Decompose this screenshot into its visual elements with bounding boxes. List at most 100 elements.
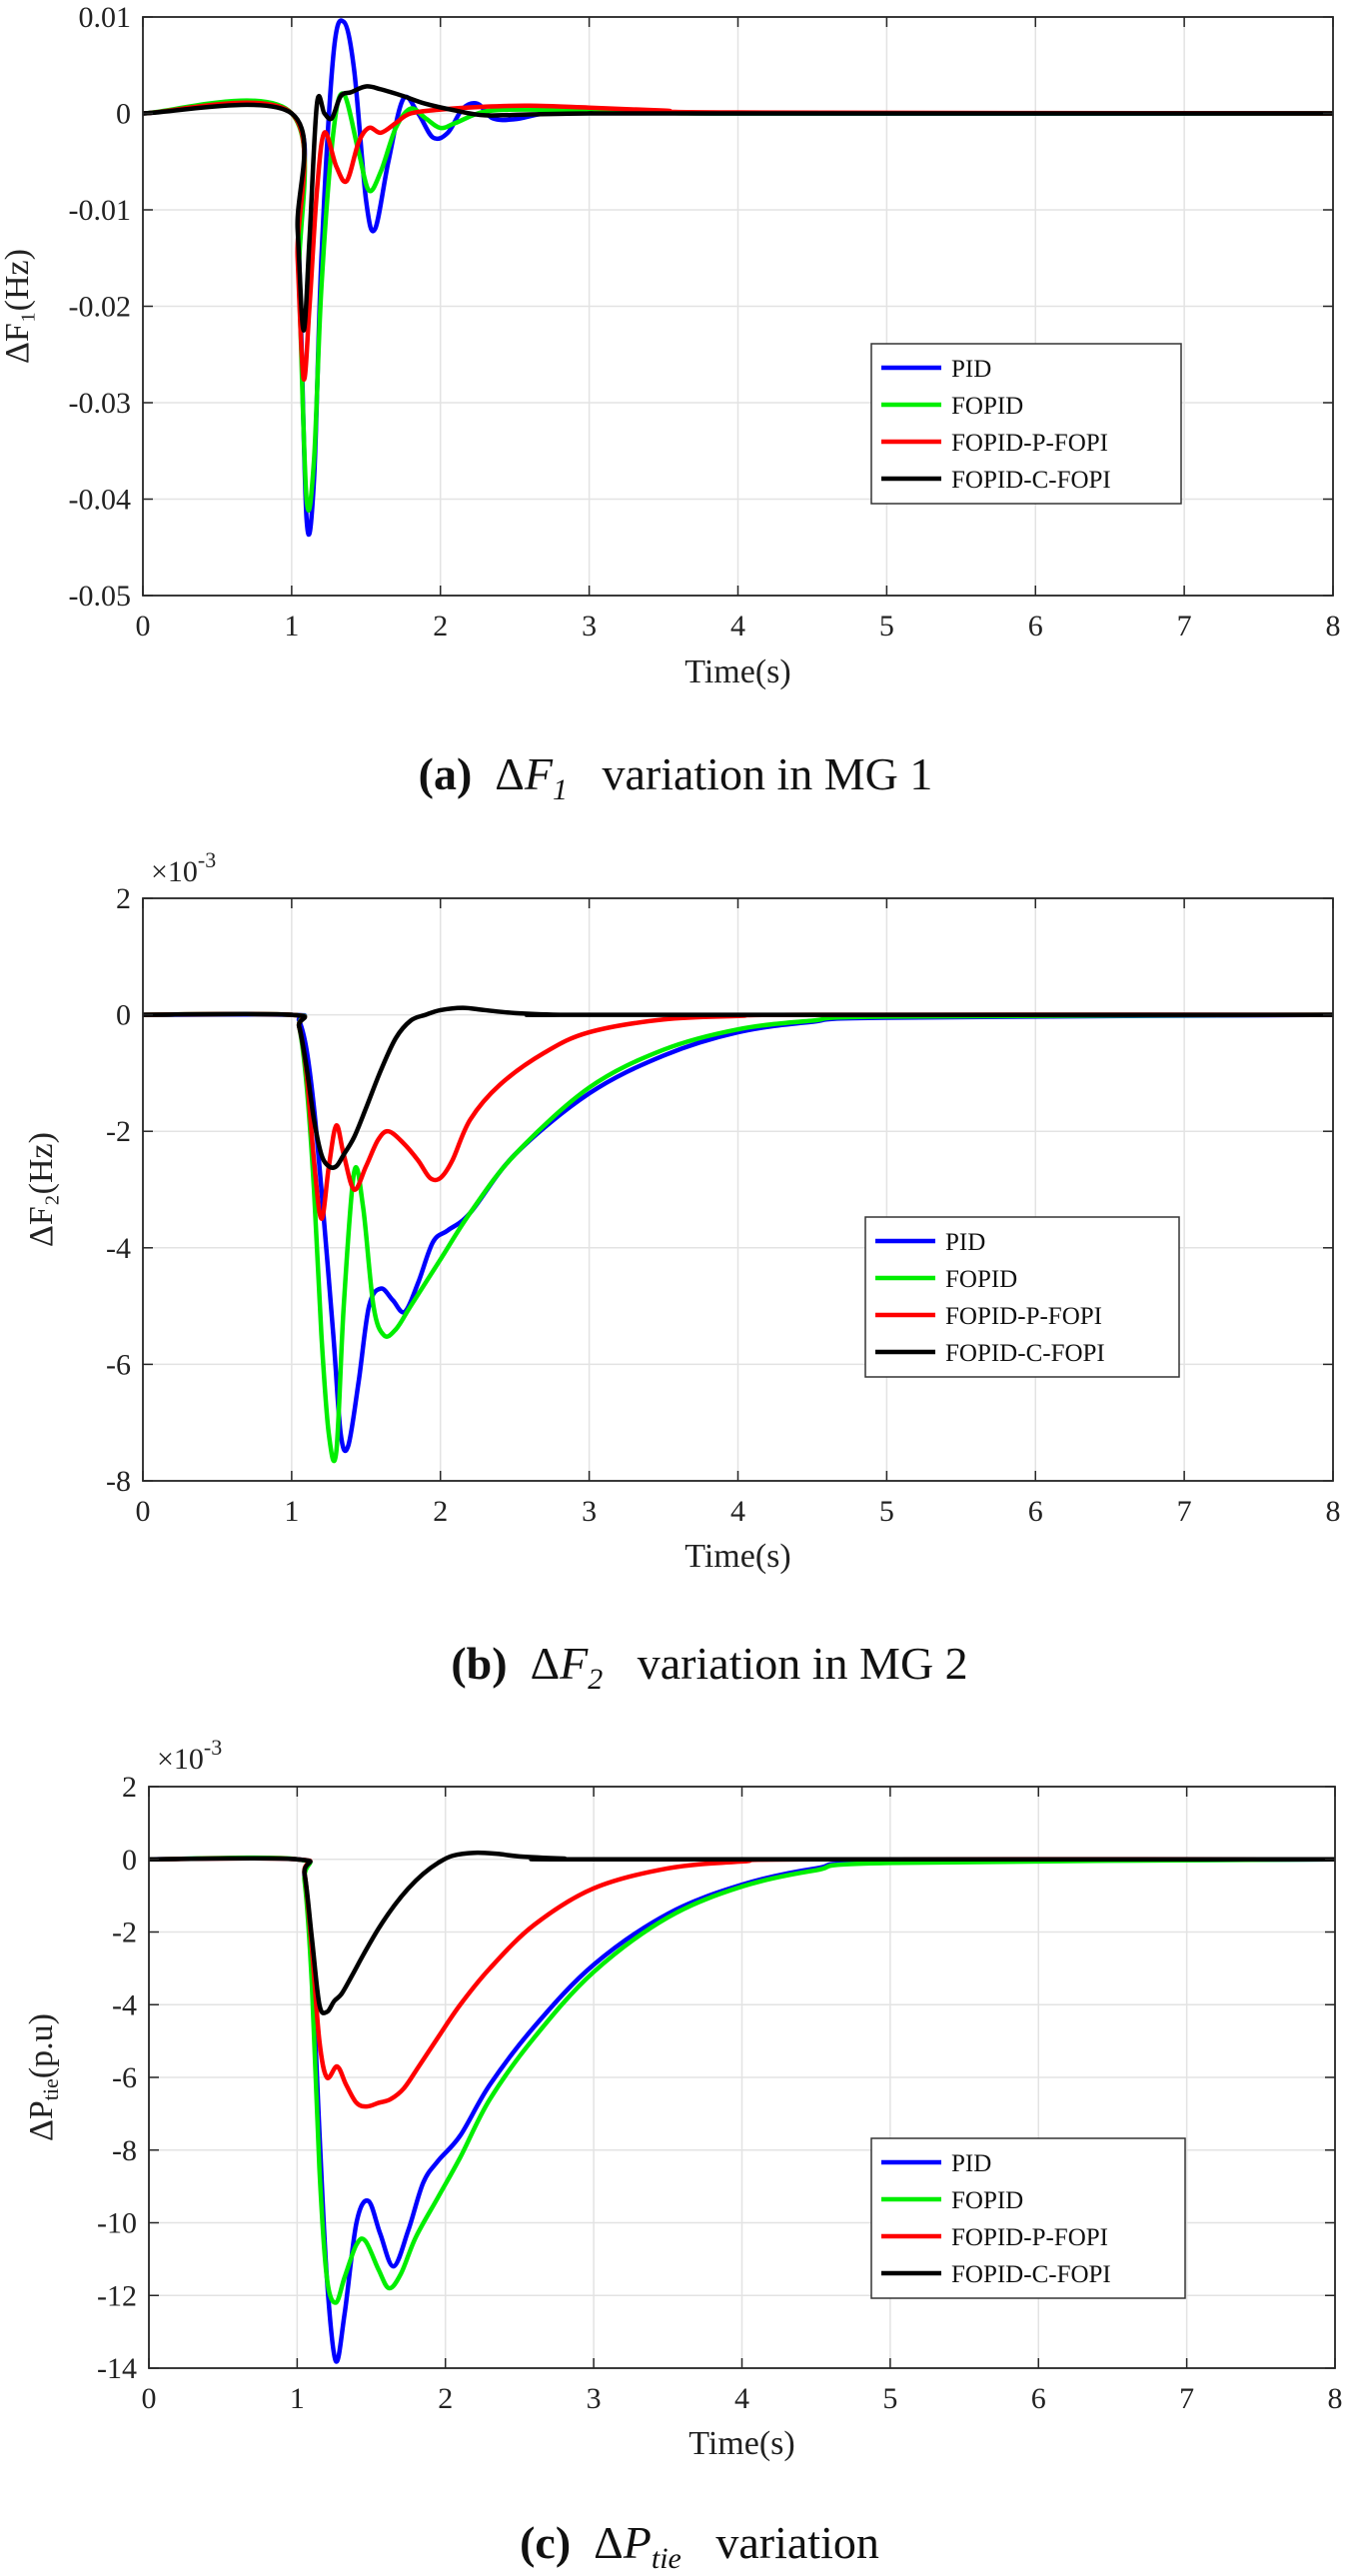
legend-label: FOPID-P-FOPI [951, 2224, 1108, 2251]
ylabel-rest: (p.u) [23, 2013, 60, 2078]
legend-label: FOPID [951, 2187, 1023, 2214]
x-tick-label: 6 [1028, 610, 1043, 643]
y-tick-label: -0.03 [69, 387, 132, 420]
y-axis-label: ΔF₂(Hz) [23, 1132, 60, 1247]
x-tick-label: 3 [582, 610, 597, 643]
y-tick-label: -8 [112, 2134, 137, 2167]
caption-text: variation in MG 1 [568, 748, 932, 799]
x-axis-label: Time(s) [688, 2425, 794, 2462]
y-tick-label: -4 [106, 1232, 131, 1265]
x-tick-label: 6 [1031, 2382, 1046, 2415]
legend-label: FOPID [951, 393, 1023, 420]
y-tick-label: -6 [106, 1348, 131, 1381]
x-tick-label: 8 [1328, 2382, 1343, 2415]
x-tick-label: 3 [587, 2382, 602, 2415]
x-tick-label: 2 [433, 1495, 448, 1528]
ylabel-sub: tie [38, 2078, 63, 2100]
y-tick-label: -0.05 [69, 580, 132, 613]
legend-label: PID [945, 1229, 985, 1256]
caption-sub: 1 [553, 773, 568, 806]
x-tick-label: 7 [1179, 2382, 1194, 2415]
x-tick-label: 8 [1326, 1495, 1341, 1528]
x-tick-label: 5 [879, 1495, 894, 1528]
y-tick-label: -6 [112, 2061, 137, 2094]
caption-sub: 2 [588, 1663, 603, 1696]
y-axis-label: ΔPtie(p.u) [23, 2013, 63, 2141]
y-tick-label: 2 [122, 1771, 137, 1804]
caption-letter: (a) [419, 748, 473, 799]
exponent-base: ×10 [157, 1743, 204, 1776]
x-tick-label: 0 [136, 1495, 151, 1528]
y-tick-label: -4 [112, 1988, 137, 2021]
legend-label: PID [951, 356, 991, 383]
x-axis-label: Time(s) [684, 1538, 790, 1575]
exponent-power: -3 [198, 847, 216, 872]
legend: PID FOPID FOPID-P-FOPI FOPID-C-FOPI [870, 343, 1182, 505]
caption: (b) ΔF2 variation in MG 2 [451, 1638, 967, 1696]
x-tick-label: 2 [433, 610, 448, 643]
x-tick-label: 7 [1177, 610, 1192, 643]
legend-label: FOPID-P-FOPI [951, 430, 1108, 457]
ylabel-main: ΔP [23, 2100, 60, 2141]
series-line-fopid-p-fopi [143, 100, 1333, 382]
caption-symbol: F [524, 748, 554, 799]
series-group [143, 18, 1333, 538]
x-tick-label: 4 [734, 2382, 749, 2415]
x-tick-label: 1 [290, 2382, 305, 2415]
caption-letter: (b) [451, 1638, 507, 1689]
x-tick-label: 0 [142, 2382, 157, 2415]
exponent-label: ×10-3 [157, 1735, 222, 1776]
legend-label: FOPID-P-FOPI [945, 1303, 1102, 1330]
y-tick-label: -12 [97, 2279, 137, 2312]
x-tick-label: 7 [1177, 1495, 1192, 1528]
y-tick-label: -8 [106, 1465, 131, 1498]
x-tick-label: 3 [582, 1495, 597, 1528]
x-tick-label: 5 [882, 2382, 897, 2415]
chart-b: 0 1 2 3 4 5 6 7 8 2 0 -2 -4 -6 -8 ×10-3 Time(s) ΔF₂(Hz) PI… [23, 847, 1341, 1696]
y-tick-label: -2 [106, 1115, 131, 1148]
x-tick-label: 8 [1326, 610, 1341, 643]
exponent-label: ×10-3 [151, 847, 216, 888]
legend-label: FOPID-C-FOPI [945, 1340, 1105, 1367]
caption-sub: tie [652, 2542, 681, 2575]
y-tick-label: -0.01 [69, 194, 132, 227]
y-tick-label: 0 [122, 1844, 137, 1877]
y-tick-label: 0 [116, 98, 131, 131]
y-tick-label: -0.02 [69, 291, 132, 324]
y-axis-label: ΔF₁(Hz) [0, 249, 36, 364]
series-group [149, 1850, 1335, 2364]
caption-text: variation [681, 2517, 879, 2568]
chart-a: 0 1 2 3 4 5 6 7 8 0.01 0 -0.01 -0.02 -0.03 -0.04 -0.05 T… [0, 1, 1341, 806]
series-line-fopid-c-fopi [143, 84, 1333, 333]
x-tick-label: 4 [730, 1495, 745, 1528]
x-axis-label: Time(s) [684, 653, 790, 690]
x-tick-label: 0 [136, 610, 151, 643]
y-tick-label: 0 [116, 999, 131, 1032]
caption-symbol: P [623, 2517, 652, 2568]
x-tick-label: 2 [438, 2382, 453, 2415]
exponent-base: ×10 [151, 855, 198, 888]
legend-label: FOPID-C-FOPI [951, 467, 1111, 494]
x-tick-label: 1 [284, 1495, 299, 1528]
x-tick-label: 1 [284, 610, 299, 643]
y-tick-label: 2 [116, 882, 131, 915]
legend: PID FOPID FOPID-P-FOPI FOPID-C-FOPI [870, 2137, 1186, 2299]
series-line-fopid [149, 1855, 1335, 2305]
legend-label: FOPID [945, 1266, 1017, 1293]
exponent-power: -3 [204, 1735, 222, 1760]
caption: (c) ΔPtie variation [520, 2517, 879, 2575]
series-line-fopid-c-fopi [143, 1005, 1333, 1170]
caption-delta: Δ [472, 748, 525, 799]
x-tick-label: 5 [879, 610, 894, 643]
series-line-fopid [143, 1011, 1333, 1464]
y-tick-label: 0.01 [79, 1, 132, 34]
y-tick-label: -2 [112, 1917, 137, 1949]
caption-letter: (c) [520, 2517, 571, 2568]
caption-symbol: F [559, 1638, 589, 1689]
series-line-fopid-c-fopi [149, 1850, 1335, 2015]
caption-text: variation in MG 2 [603, 1638, 967, 1689]
y-tick-label: -10 [97, 2207, 137, 2240]
x-tick-label: 4 [730, 610, 745, 643]
legend-label: FOPID-C-FOPI [951, 2261, 1111, 2288]
